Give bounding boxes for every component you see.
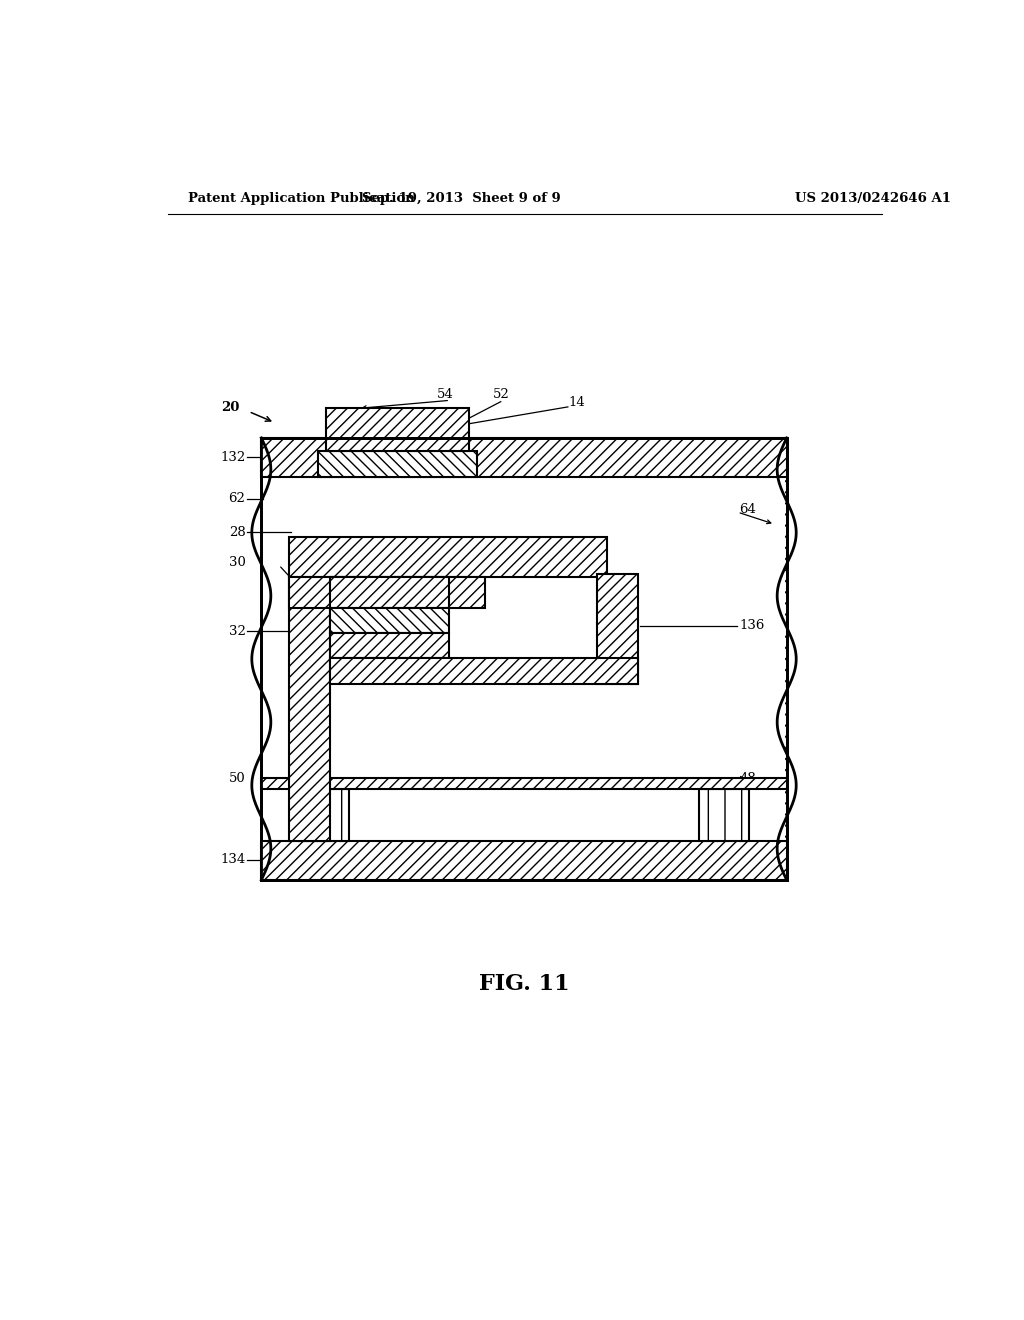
Bar <box>331 577 450 607</box>
Bar <box>318 451 477 477</box>
Text: FIG. 11: FIG. 11 <box>479 973 570 995</box>
Bar <box>327 408 469 451</box>
Text: 14: 14 <box>568 396 585 409</box>
Text: 30: 30 <box>228 557 246 569</box>
Text: Sep. 19, 2013  Sheet 9 of 9: Sep. 19, 2013 Sheet 9 of 9 <box>361 191 561 205</box>
Text: 28: 28 <box>228 525 246 539</box>
Bar <box>289 577 331 841</box>
Text: US 2013/0242646 A1: US 2013/0242646 A1 <box>795 191 950 205</box>
Bar <box>299 788 348 841</box>
Bar <box>261 438 786 477</box>
Bar <box>597 574 638 684</box>
Text: 132: 132 <box>220 450 246 463</box>
Text: 50: 50 <box>228 772 246 785</box>
Text: 136: 136 <box>739 619 765 632</box>
Bar <box>289 577 485 607</box>
Bar <box>261 841 786 880</box>
Bar <box>331 659 638 684</box>
Bar <box>331 607 450 634</box>
Text: 54: 54 <box>437 388 454 401</box>
Bar <box>699 788 749 841</box>
Bar <box>331 634 450 659</box>
Text: 52: 52 <box>493 388 509 401</box>
Text: 64: 64 <box>739 503 756 516</box>
Bar <box>263 477 785 841</box>
Bar <box>261 779 786 788</box>
Text: Patent Application Publication: Patent Application Publication <box>187 191 415 205</box>
Text: 62: 62 <box>228 492 246 506</box>
Text: 134: 134 <box>220 853 246 866</box>
Bar <box>261 438 786 880</box>
Text: 20: 20 <box>221 401 240 414</box>
Text: 48: 48 <box>739 772 756 785</box>
Text: 32: 32 <box>228 624 246 638</box>
Bar <box>261 438 786 880</box>
Bar <box>289 536 606 577</box>
